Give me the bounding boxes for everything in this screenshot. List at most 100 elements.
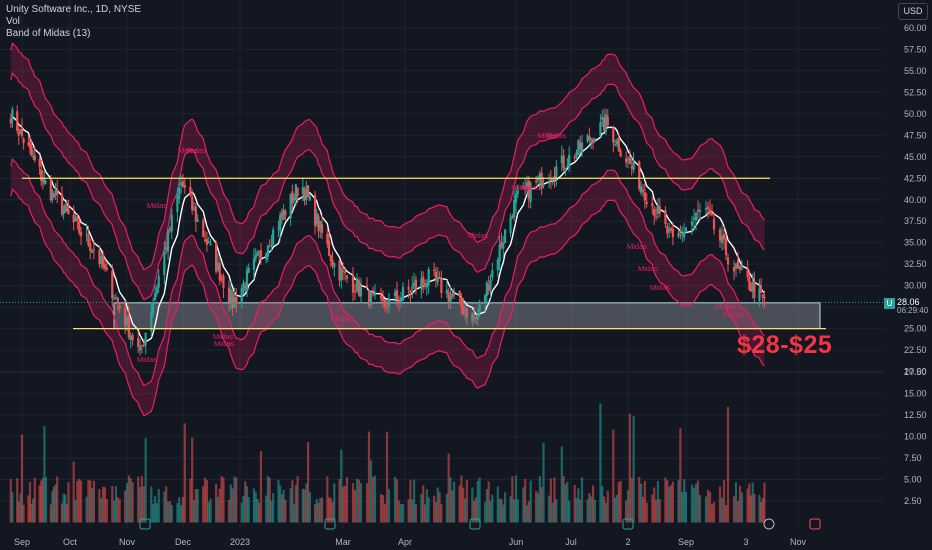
candle-body bbox=[131, 335, 134, 341]
candle-body bbox=[205, 238, 209, 245]
volume-bar bbox=[40, 480, 43, 523]
candle-body bbox=[630, 166, 633, 169]
volume-bar bbox=[214, 483, 218, 523]
candle-body bbox=[320, 224, 324, 233]
candle-body bbox=[740, 267, 744, 269]
candle-body bbox=[155, 287, 158, 294]
candle-body bbox=[317, 216, 320, 232]
volume-bar bbox=[712, 502, 716, 523]
volume-bar bbox=[753, 493, 756, 523]
midas-label: Midas bbox=[546, 131, 566, 140]
candle-body bbox=[763, 297, 766, 299]
volume-bar bbox=[150, 486, 153, 523]
currency-selector[interactable]: USD bbox=[898, 3, 928, 20]
candle-body bbox=[252, 258, 256, 270]
volume-bar bbox=[76, 480, 79, 523]
candle-body bbox=[692, 217, 696, 220]
symbol-title[interactable]: Unity Software Inc., 1D, NYSE bbox=[6, 4, 142, 15]
candle-body bbox=[367, 290, 371, 306]
indicator-legend[interactable]: Band of Midas (13) bbox=[6, 28, 91, 39]
volume-bar bbox=[27, 495, 30, 523]
volume-bar bbox=[72, 461, 75, 523]
candle-body bbox=[229, 289, 232, 303]
time-tick: Nov bbox=[790, 537, 807, 547]
candle-body bbox=[753, 280, 756, 298]
volume-bar bbox=[369, 460, 373, 523]
volume-bar bbox=[485, 489, 488, 523]
volume-bar bbox=[240, 502, 243, 523]
volume-bar bbox=[16, 478, 19, 523]
candle-body bbox=[696, 209, 700, 212]
candle-body bbox=[56, 189, 59, 196]
candle-body bbox=[41, 178, 44, 182]
candle-body bbox=[575, 152, 578, 158]
volume-bar bbox=[189, 478, 192, 523]
candle-body bbox=[566, 165, 569, 167]
volume-bar bbox=[113, 500, 116, 523]
candle-body bbox=[551, 178, 554, 181]
time-tick: Oct bbox=[63, 537, 78, 547]
candle-body bbox=[536, 178, 540, 181]
candle-body bbox=[144, 332, 147, 346]
candle-body bbox=[240, 288, 243, 302]
volume-bar bbox=[341, 486, 345, 523]
volume-bar bbox=[540, 487, 543, 523]
candle-body bbox=[438, 277, 441, 279]
volume-bar bbox=[129, 478, 132, 523]
volume-bar bbox=[379, 494, 383, 523]
candle-body bbox=[712, 218, 716, 230]
candle-body bbox=[407, 286, 410, 290]
volume-bar bbox=[617, 482, 620, 523]
volume-bar bbox=[220, 476, 223, 523]
candle-body bbox=[645, 201, 648, 204]
volume-bar bbox=[758, 494, 761, 523]
candle-body bbox=[32, 156, 35, 158]
volume-bar bbox=[566, 481, 569, 523]
volume-bar bbox=[9, 479, 12, 523]
candle-body bbox=[89, 243, 92, 251]
candle-body bbox=[679, 230, 682, 233]
candle-body bbox=[265, 253, 268, 260]
volume-bar bbox=[329, 498, 332, 523]
volume-bar bbox=[105, 499, 108, 523]
volume-bar bbox=[144, 438, 147, 523]
price-tick: 25.00 bbox=[904, 324, 927, 334]
candle-body bbox=[720, 235, 724, 244]
volume-bar bbox=[41, 478, 44, 523]
volume-bar bbox=[593, 499, 597, 523]
candle-body bbox=[411, 286, 414, 290]
volume-bar bbox=[52, 486, 56, 523]
candle-body bbox=[393, 291, 397, 296]
candle-body bbox=[280, 212, 283, 217]
time-tick: 2023 bbox=[230, 537, 250, 547]
volume-legend[interactable]: Vol bbox=[6, 16, 20, 27]
earnings-markers bbox=[139, 518, 821, 530]
candle-body bbox=[761, 294, 764, 298]
candle-body bbox=[313, 195, 317, 226]
volume-bar bbox=[387, 489, 391, 523]
time-tick: Sep bbox=[14, 537, 30, 547]
midas-label: Midas bbox=[331, 314, 351, 323]
band-line bbox=[10, 72, 765, 301]
volume-bar bbox=[87, 479, 90, 523]
candle-body bbox=[327, 240, 331, 256]
lower-band-fill bbox=[10, 159, 765, 416]
candle-body bbox=[189, 186, 192, 196]
candle-body bbox=[549, 178, 552, 180]
price-tick: 22.50 bbox=[904, 345, 927, 355]
candle-body bbox=[62, 209, 65, 214]
candle-body bbox=[114, 297, 118, 299]
candle-body bbox=[447, 292, 450, 302]
volume-bar bbox=[500, 498, 503, 523]
volume-bar bbox=[696, 480, 700, 523]
candle-body bbox=[353, 291, 357, 293]
volume-bar bbox=[247, 497, 250, 523]
earnings-marker bbox=[469, 518, 481, 530]
volume-bar bbox=[423, 504, 427, 523]
volume-bar bbox=[643, 480, 646, 523]
candle-body bbox=[351, 276, 355, 293]
candle-body bbox=[524, 187, 527, 190]
candle-body bbox=[708, 209, 712, 214]
candle-body bbox=[60, 194, 64, 215]
